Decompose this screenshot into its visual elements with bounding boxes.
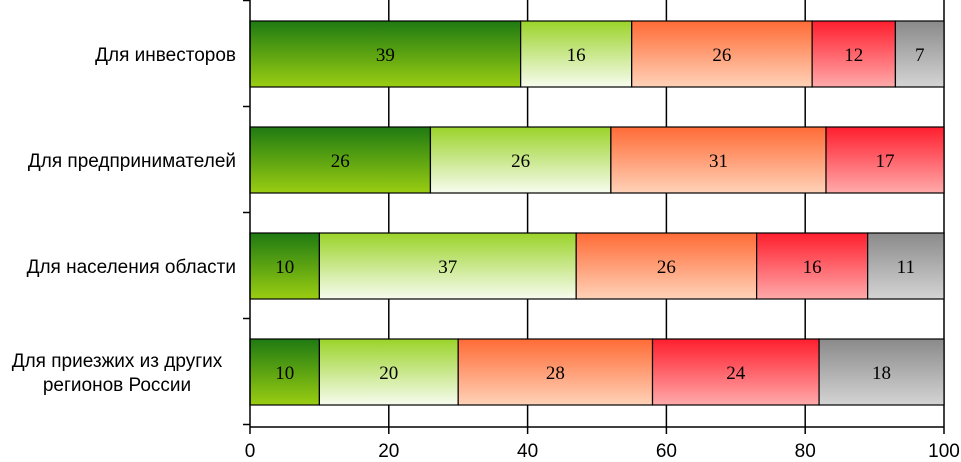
bar-value-label: 26 (657, 257, 676, 278)
x-tick-label: 20 (378, 441, 399, 462)
category-label: Для предпринимателей (28, 151, 236, 172)
bar-value-label: 26 (712, 45, 731, 66)
x-tick-label: 80 (795, 441, 816, 462)
bar-segment (457, 338, 654, 406)
bar-segment (631, 20, 813, 88)
bar-value-label: 12 (844, 45, 863, 66)
bar-value-label: 39 (376, 45, 395, 66)
bar-segment (318, 338, 459, 406)
bar-value-label: 28 (546, 363, 565, 384)
category-label: Для населения области (27, 257, 236, 278)
labels: 0 20 40 60 80 100 39 16 26 12 7 Для инвесторов 26 26 3… (12, 45, 960, 462)
bar-value-label: 7 (915, 45, 925, 66)
bar-segment (249, 126, 432, 194)
x-tick-label: 60 (656, 441, 677, 462)
bar-value-label: 20 (379, 363, 398, 384)
bar-value-label: 17 (876, 151, 895, 172)
bar-value-label: 26 (511, 151, 530, 172)
bar-segment (429, 126, 612, 194)
bar-segment (818, 338, 945, 406)
x-tick-label: 0 (245, 441, 256, 462)
bar-value-label: 16 (567, 45, 586, 66)
bar-segment (249, 20, 522, 88)
bar-value-label: 18 (872, 363, 891, 384)
bar-value-label: 24 (726, 363, 746, 384)
bars (249, 20, 945, 406)
bar-segment (520, 20, 633, 88)
bar-value-label: 31 (709, 151, 728, 172)
bar-segment (811, 20, 897, 88)
category-label: Для инвесторов (95, 45, 236, 66)
bar-value-label: 11 (897, 257, 915, 278)
bar-value-label: 26 (331, 151, 350, 172)
bar-value-label: 16 (803, 257, 822, 278)
axes (243, 0, 945, 434)
bar-value-label: 10 (275, 257, 294, 278)
x-tick-label: 100 (928, 441, 960, 462)
bar-value-label: 10 (275, 363, 294, 384)
bar-segment (825, 126, 945, 194)
category-label: Для приезжих из других регионов России (12, 351, 223, 396)
bar-segment (756, 232, 869, 300)
bar-segment (867, 232, 945, 300)
x-tick-label: 40 (517, 441, 538, 462)
bar-segment (651, 338, 820, 406)
bar-segment (894, 20, 945, 88)
bar-segment (318, 232, 577, 300)
bar-value-label: 37 (438, 257, 457, 278)
